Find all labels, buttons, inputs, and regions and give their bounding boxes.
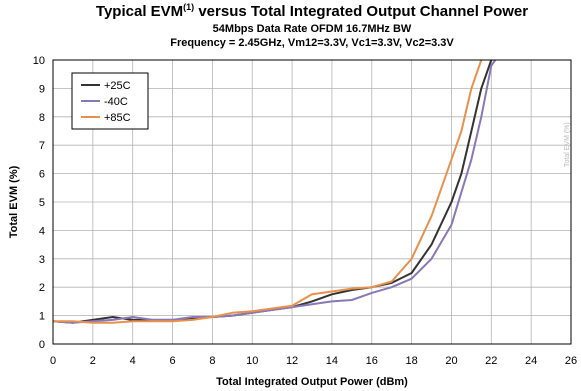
plot-frame xyxy=(52,59,572,345)
legend-label: -40C xyxy=(104,96,128,108)
y-tick-label: 9 xyxy=(39,83,45,95)
y-tick-label: 3 xyxy=(39,254,45,266)
x-tick-label: 6 xyxy=(169,355,175,367)
y-tick-label: 6 xyxy=(39,169,45,181)
y-tick-label: 5 xyxy=(39,197,45,209)
y-tick-label: 4 xyxy=(39,225,45,237)
legend: +25C -40C +85C xyxy=(71,72,149,130)
series-line-minus40c xyxy=(52,59,497,324)
x-tick-label: 8 xyxy=(209,355,215,367)
y-tick-labels: 0 1 2 3 4 5 6 7 8 9 10 xyxy=(33,55,45,351)
y-tick-label: 8 xyxy=(39,112,45,124)
y-tick-label: 1 xyxy=(39,311,45,323)
x-tick-label: 16 xyxy=(366,355,378,367)
chart-subtitle-conditions: Frequency = 2.45GHz, Vm12=3.3V, Vc1=3.3V… xyxy=(170,37,454,49)
x-axis-title: Total Integrated Output Power (dBm) xyxy=(216,376,408,388)
y-tick-label: 7 xyxy=(39,140,45,152)
chart-title-rest: versus Total Integrated Output Channel P… xyxy=(194,3,529,20)
y-axis-title: Total EVM (%) xyxy=(8,165,20,238)
x-tick-label: 0 xyxy=(50,355,56,367)
chart-title-footnote: (1) xyxy=(183,2,195,12)
x-tick-label: 14 xyxy=(326,355,338,367)
x-tick-label: 20 xyxy=(445,355,457,367)
x-tick-label: 2 xyxy=(90,355,96,367)
y-tick-label: 0 xyxy=(39,339,45,351)
x-tick-label: 26 xyxy=(565,355,577,367)
y-tick-label: 2 xyxy=(39,282,45,294)
chart-title-main: Typical EVM xyxy=(95,3,184,20)
chart-title: Typical EVM(1) versus Total Integrated O… xyxy=(53,3,571,21)
x-tick-labels: 0 2 4 6 8 10 12 14 16 18 20 22 24 26 xyxy=(50,355,577,367)
x-tick-label: 12 xyxy=(286,355,298,367)
x-tick-label: 10 xyxy=(246,355,258,367)
series-lines xyxy=(52,59,497,324)
x-tick-label: 22 xyxy=(485,355,497,367)
chart-subtitle-data-rate: 54Mbps Data Rate OFDM 16.7MHz BW xyxy=(212,23,412,35)
legend-label: +85C xyxy=(104,112,131,124)
x-tick-label: 24 xyxy=(525,355,537,367)
series-line-plus85c xyxy=(53,59,483,324)
legend-label: +25C xyxy=(104,80,131,92)
x-tick-label: 18 xyxy=(405,355,417,367)
y-tick-label: 10 xyxy=(33,55,45,67)
x-tick-label: 4 xyxy=(130,355,136,367)
